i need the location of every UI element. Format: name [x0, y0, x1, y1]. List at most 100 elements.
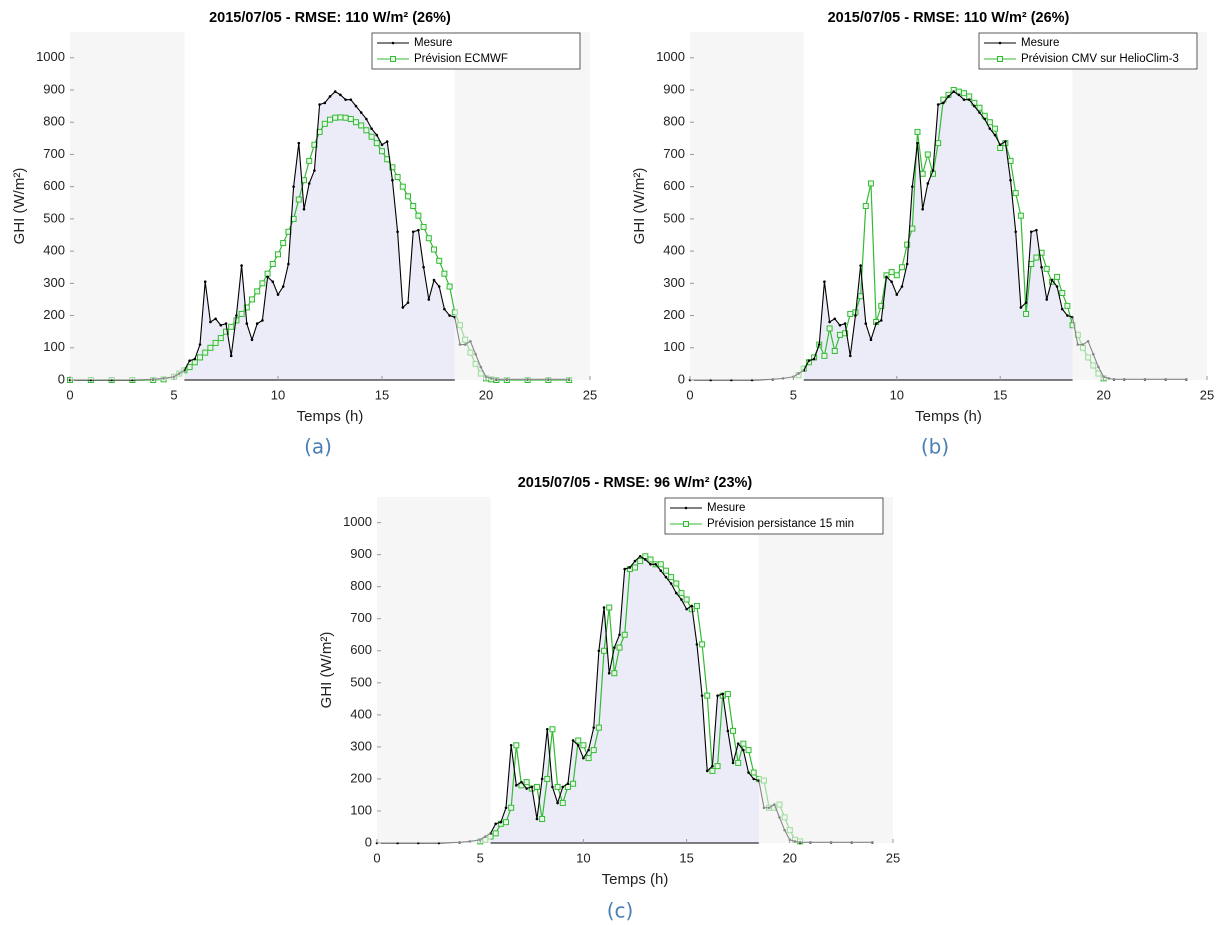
marker — [914, 128, 921, 135]
y-tick-label: 300 — [663, 275, 685, 290]
legend-label: Mesure — [1021, 37, 1059, 49]
x-tick-label: 25 — [583, 387, 597, 402]
marker — [921, 207, 924, 211]
marker — [709, 767, 716, 774]
marker — [571, 739, 575, 742]
y-tick-label: 200 — [663, 307, 685, 322]
marker — [878, 302, 885, 309]
marker — [570, 780, 577, 787]
marker — [986, 119, 993, 126]
marker — [616, 644, 623, 651]
marker — [406, 301, 410, 304]
y-tick-label: 1000 — [343, 514, 372, 529]
marker — [1009, 178, 1012, 182]
shade-overlay — [70, 32, 185, 380]
y-tick-label: 800 — [43, 114, 65, 129]
marker — [259, 280, 266, 287]
legend-label: Prévision persistance 15 min — [707, 518, 854, 530]
marker — [700, 694, 704, 697]
marker — [425, 235, 432, 242]
legend: Mesure Prévision ECMWF — [371, 32, 581, 70]
marker — [592, 726, 596, 729]
marker — [379, 148, 385, 155]
marker — [962, 98, 966, 101]
marker — [590, 747, 597, 754]
y-tick-label: 0 — [58, 371, 65, 386]
marker — [520, 780, 523, 784]
marker — [235, 314, 238, 317]
marker — [332, 114, 339, 121]
marker — [580, 742, 587, 749]
marker — [254, 288, 261, 295]
legend-marker — [997, 56, 1003, 62]
marker — [530, 785, 534, 789]
marker — [292, 185, 295, 188]
marker — [848, 354, 852, 358]
x-tick-label: 10 — [890, 387, 904, 402]
marker — [396, 230, 399, 234]
marker — [690, 604, 694, 608]
marker — [842, 330, 849, 337]
marker — [545, 727, 549, 731]
legend-label: Prévision ECMWF — [414, 53, 508, 65]
marker — [249, 296, 255, 303]
marker — [245, 322, 249, 325]
marker — [924, 151, 931, 158]
y-tick-label: 200 — [43, 307, 65, 322]
marker — [566, 782, 570, 786]
marker — [678, 590, 685, 597]
marker — [680, 598, 683, 601]
marker — [905, 262, 909, 266]
marker — [674, 591, 678, 595]
marker — [931, 169, 935, 172]
marker — [695, 643, 699, 646]
x-tick-label: 10 — [271, 387, 285, 402]
y-tick-label: 800 — [350, 578, 372, 593]
marker — [229, 354, 233, 358]
marker — [370, 127, 373, 130]
marker — [947, 95, 950, 98]
marker — [509, 743, 513, 747]
marker — [992, 125, 999, 132]
marker — [431, 246, 437, 253]
marker — [988, 127, 992, 130]
marker — [385, 140, 389, 143]
marker — [549, 726, 556, 733]
marker — [202, 349, 209, 356]
marker — [669, 582, 673, 585]
y-tick-label: 900 — [663, 81, 685, 96]
subplot: 0 100 200 300 400 500 600 700 800 900 1000 0 5 10 15 20… — [11, 10, 597, 459]
marker — [919, 170, 926, 177]
marker — [879, 319, 883, 322]
legend-marker — [391, 41, 395, 45]
legend-label: Mesure — [707, 502, 745, 514]
y-tick-label: 300 — [350, 738, 372, 753]
marker — [704, 692, 711, 699]
x-tick-label: 15 — [375, 387, 389, 402]
marker — [250, 338, 254, 342]
marker — [436, 257, 443, 264]
marker — [441, 270, 448, 277]
x-axis-label: Temps (h) — [915, 408, 982, 425]
x-tick-label: 0 — [373, 850, 380, 865]
legend-label: Prévision CMV sur HelioClim-3 — [1021, 53, 1179, 65]
marker — [261, 319, 264, 322]
marker — [633, 559, 637, 563]
y-tick-label: 500 — [663, 210, 685, 225]
area-fill — [490, 556, 759, 843]
y-tick-label: 100 — [663, 339, 685, 354]
marker — [561, 785, 565, 789]
marker — [1054, 273, 1061, 280]
marker — [391, 178, 394, 182]
marker — [812, 357, 816, 361]
y-tick-label: 800 — [663, 114, 685, 129]
marker — [582, 756, 585, 760]
marker — [705, 769, 709, 773]
caption: (a) — [304, 435, 332, 459]
marker — [342, 114, 349, 121]
marker — [380, 143, 384, 147]
chart-title: 2015/07/05 - RMSE: 96 W/m² (23%) — [518, 475, 753, 491]
marker — [1064, 302, 1071, 309]
chart-title: 2015/07/05 - RMSE: 110 W/m² (26%) — [209, 10, 451, 26]
marker — [368, 133, 375, 140]
